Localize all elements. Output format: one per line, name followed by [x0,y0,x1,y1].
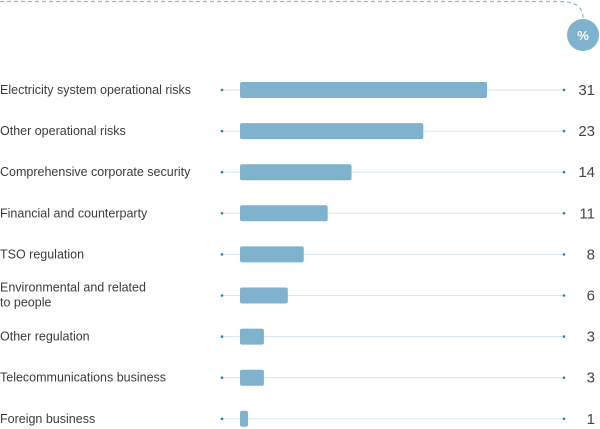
bar [240,123,424,140]
bar [240,410,248,427]
category-label: Other operational risks [0,124,126,138]
guide-dot-start [220,294,224,297]
guide-dot-end [562,88,566,92]
dashed-border-line [0,0,584,19]
guide-dot-start [220,129,224,133]
value-label: 3 [587,329,595,346]
bar [240,246,304,263]
guide-dot-end [562,335,566,338]
value-label: 1 [587,411,595,428]
value-label: 31 [578,82,595,99]
guide-dot-end [562,129,566,133]
category-label: TSO regulation [0,247,84,261]
guide-dot-end [562,170,566,174]
guide-dot-start [220,88,224,92]
bar [240,164,352,181]
guide-dot-start [220,417,224,421]
value-label: 8 [587,246,595,263]
guide-dot-start [220,212,224,215]
value-label: 3 [587,370,595,387]
guide-dot-end [562,376,566,380]
category-label: Financial and counterparty [0,206,148,220]
category-label: Comprehensive corporate security [0,165,191,179]
bar [240,369,264,386]
guide-dot-end [562,294,566,297]
bar [240,82,488,98]
category-label: Telecommunications business [0,371,166,385]
guide-dot-start [220,335,224,338]
guide-dot-start [220,253,224,256]
guide-dot-start [220,376,224,380]
bar [240,287,288,304]
value-label: 23 [578,123,595,140]
category-label: Other regulation [0,330,90,344]
category-label: Foreign business [0,412,95,426]
category-label: Environmental and related to people [0,281,146,310]
value-label: 11 [579,205,595,222]
guide-dot-end [562,417,566,421]
guide-dot-end [562,253,566,256]
category-label: Electricity system operational risks [0,83,191,97]
bar [240,205,328,222]
unit-badge: % [567,19,599,51]
value-label: 14 [578,164,595,181]
bar [240,328,264,345]
guide-dot-end [562,212,566,215]
guide-dot-start [220,170,224,174]
value-label: 6 [587,288,595,305]
